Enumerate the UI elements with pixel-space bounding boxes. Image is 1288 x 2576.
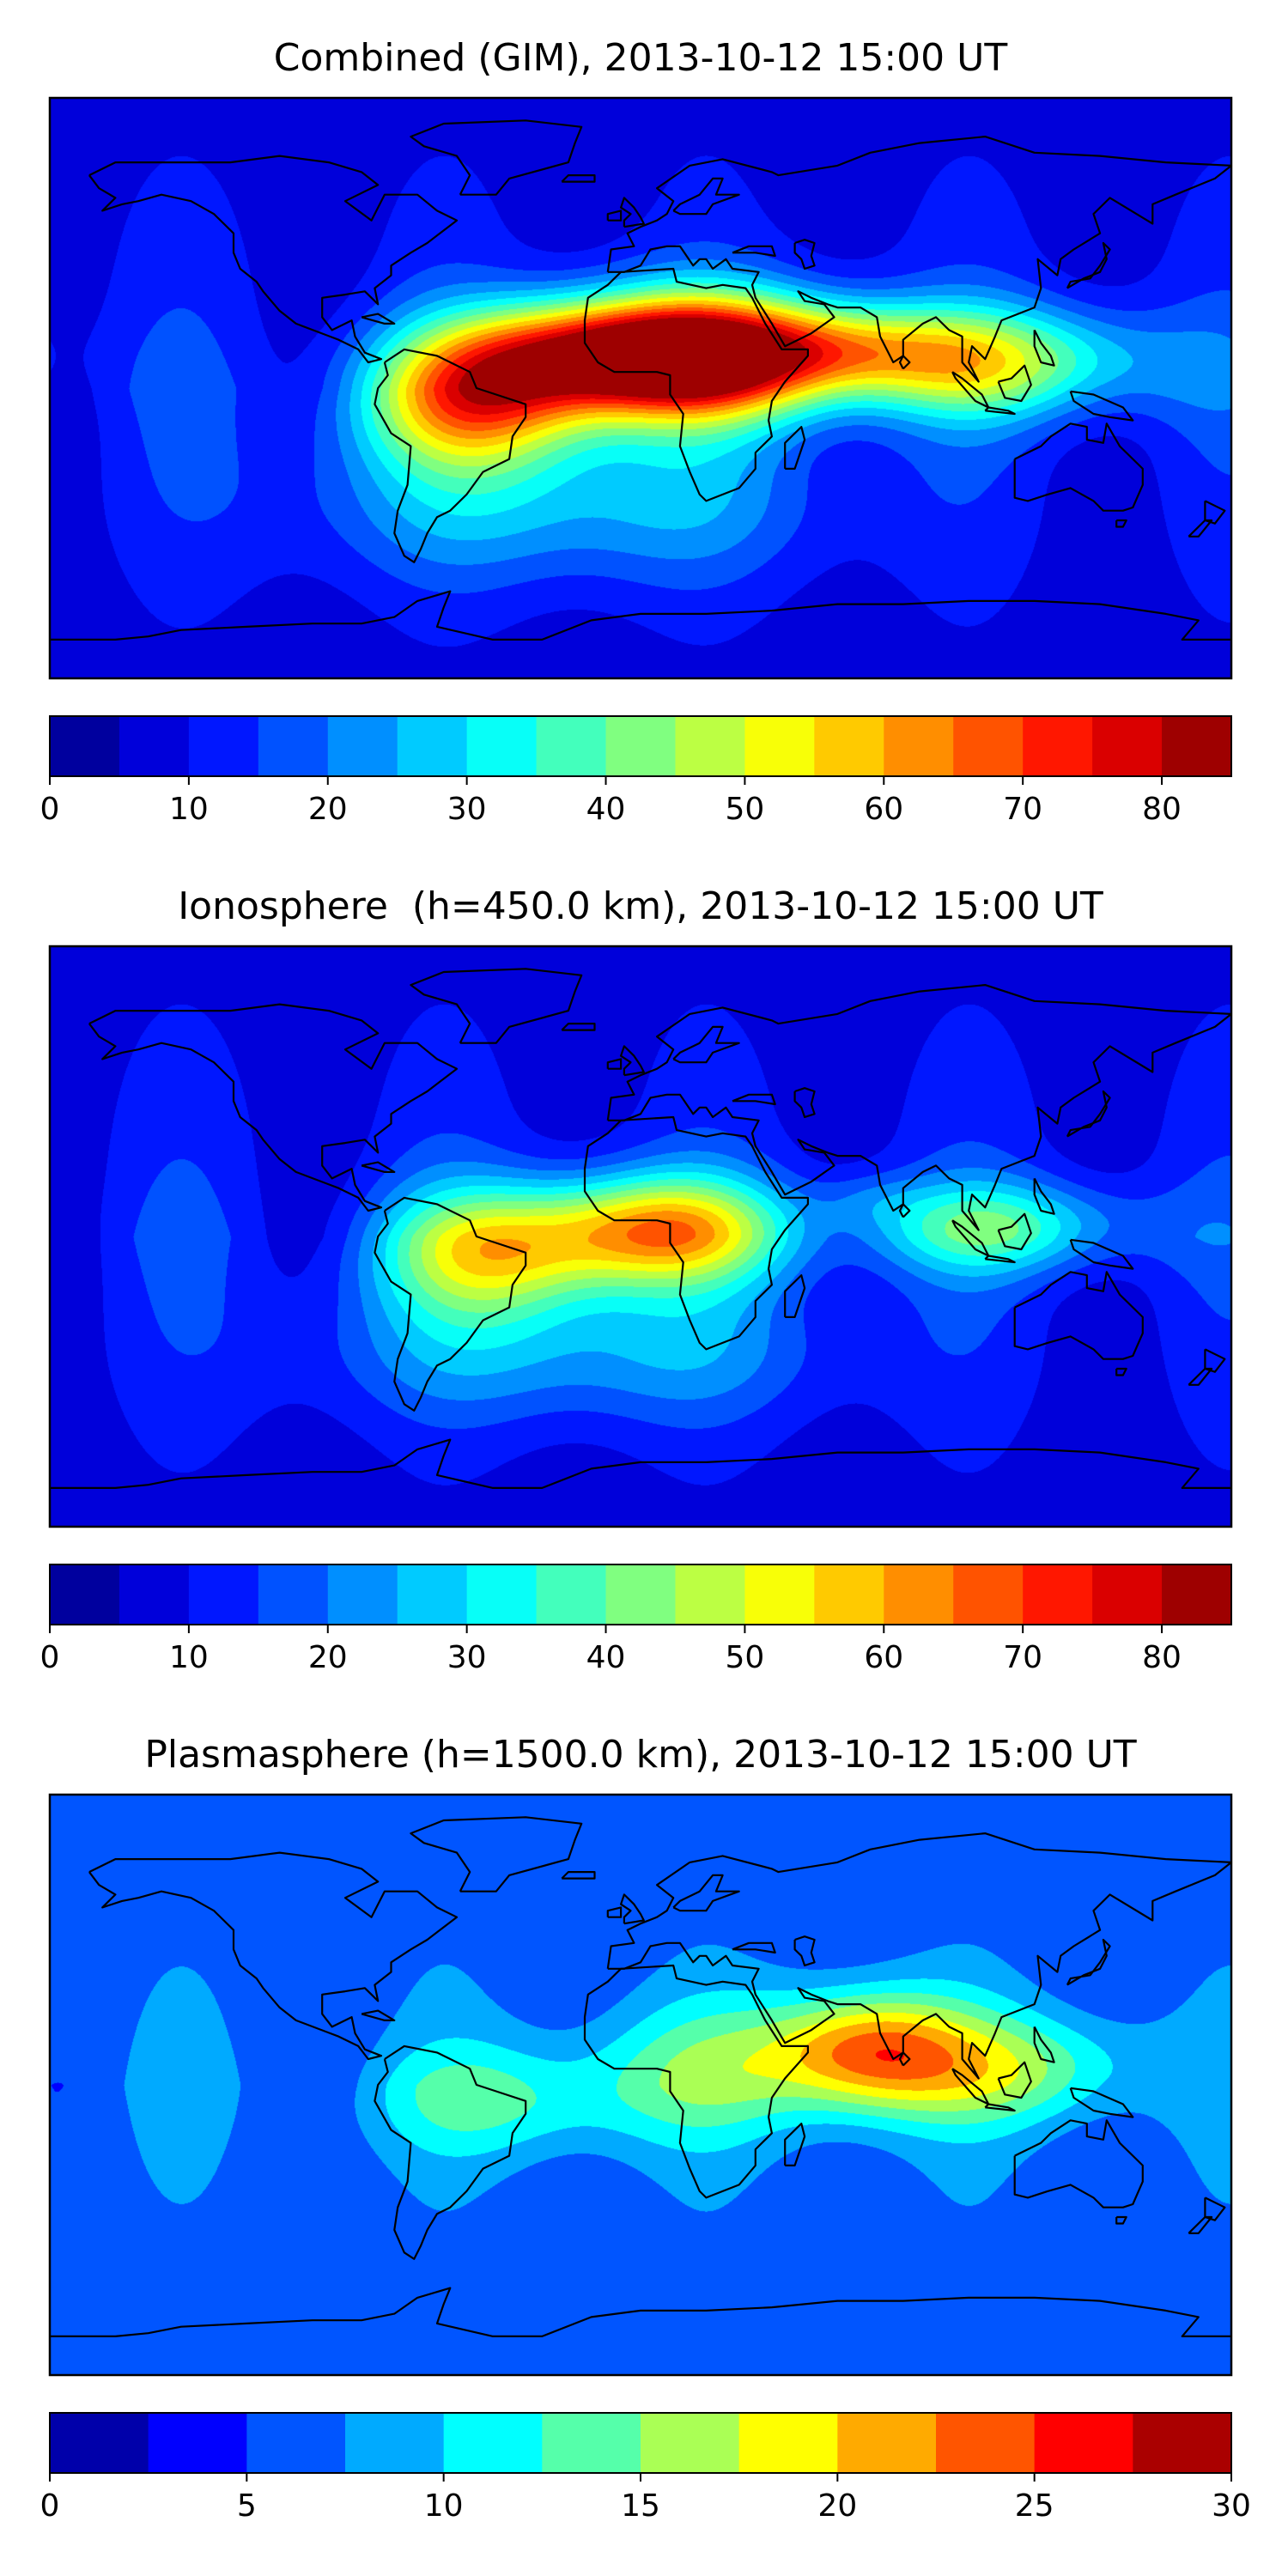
colorbar-segment: [327, 1564, 398, 1625]
colorbar-segment: [542, 2413, 641, 2473]
colorbar-tick-label: 50: [726, 1640, 765, 1675]
colorbar-segment: [118, 1564, 190, 1625]
panel-title-plasmasphere: Plasmasphere (h=1500.0 km), 2013-10-12 1…: [144, 1733, 1137, 1777]
colorbar-segment: [246, 2413, 346, 2473]
colorbar-segment: [953, 716, 1024, 776]
colorbar-segment: [1092, 1564, 1163, 1625]
colorbar-tick-label: 20: [308, 1640, 348, 1675]
colorbar-segment: [884, 716, 954, 776]
colorbar-segment: [443, 2413, 543, 2473]
colorbar-segment: [188, 716, 259, 776]
colorbar-segment: [814, 716, 884, 776]
panel-title-combined: Combined (GIM), 2013-10-12 15:00 UT: [273, 36, 1008, 80]
colorbar-tick-label: 40: [586, 1640, 626, 1675]
colorbar-tick-label: 60: [864, 792, 903, 827]
colorbar-segment: [327, 716, 398, 776]
colorbar-tick-label: 80: [1142, 792, 1182, 827]
map-ionosphere: [50, 946, 1231, 1527]
colorbar-tick-label: 10: [424, 2488, 464, 2524]
colorbar-segment: [466, 716, 538, 776]
colorbar-tick-label: 40: [586, 792, 626, 827]
colorbar-tick-label: 20: [308, 792, 348, 827]
colorbar-segment: [1023, 1564, 1093, 1625]
map-field-ionosphere: [50, 946, 1231, 1527]
colorbar-tick-label: 0: [40, 1640, 60, 1675]
colorbar-segment: [397, 716, 468, 776]
colorbar-segment: [258, 1564, 329, 1625]
colorbar-tick-label: 80: [1142, 1640, 1182, 1675]
colorbar-tick-label: 30: [447, 1640, 487, 1675]
map-field-plasmasphere: [50, 1795, 1231, 2375]
colorbar-segment: [118, 716, 190, 776]
colorbar-tick-label: 70: [1003, 1640, 1042, 1675]
map-field-combined: [50, 98, 1231, 678]
colorbar-segment: [1162, 716, 1232, 776]
colorbar-tick-label: 0: [40, 792, 60, 827]
colorbar-segment: [744, 1564, 815, 1625]
colorbar-segment: [605, 1564, 677, 1625]
colorbar-tick-label: 10: [169, 1640, 209, 1675]
colorbar-segment: [1092, 716, 1163, 776]
colorbar-segment: [466, 1564, 538, 1625]
map-plasmasphere: [50, 1795, 1231, 2375]
colorbar-segment: [884, 1564, 954, 1625]
colorbar-segment: [345, 2413, 445, 2473]
colorbar-segment: [953, 1564, 1024, 1625]
colorbar-tick-label: 0: [40, 2488, 60, 2524]
colorbar-segment: [50, 2413, 149, 2473]
colorbar-tick-label: 10: [169, 792, 209, 827]
colorbar-segment: [814, 1564, 884, 1625]
colorbar-segment: [675, 1564, 746, 1625]
colorbar-tick-label: 60: [864, 1640, 903, 1675]
colorbar-frame: [49, 1564, 1232, 1625]
colorbar-tick-label: 30: [447, 792, 487, 827]
colorbar-segment: [1162, 1564, 1232, 1625]
colorbar-segment: [397, 1564, 468, 1625]
colorbar-tick-label: 5: [237, 2488, 257, 2524]
colorbar-segment: [536, 716, 607, 776]
colorbar-frame: [49, 2412, 1232, 2474]
colorbar-segment: [50, 1564, 120, 1625]
colorbar-segment: [641, 2413, 740, 2473]
colorbar-tick-label: 15: [621, 2488, 660, 2524]
colorbar-segment: [536, 1564, 607, 1625]
panel-title-ionosphere: Ionosphere (h=450.0 km), 2013-10-12 15:0…: [178, 884, 1103, 928]
colorbar-frame: [49, 715, 1232, 777]
colorbar-segment: [936, 2413, 1036, 2473]
colorbar-segment: [1023, 716, 1093, 776]
colorbar-segment: [1133, 2413, 1232, 2473]
colorbar-segment: [605, 716, 677, 776]
colorbar-tick-label: 25: [1015, 2488, 1054, 2524]
colorbar-tick-label: 70: [1003, 792, 1042, 827]
colorbar-segment: [738, 2413, 838, 2473]
colorbar-tick-label: 20: [817, 2488, 857, 2524]
colorbar-tick-label: 50: [726, 792, 765, 827]
colorbar-segment: [675, 716, 746, 776]
map-combined: [50, 98, 1231, 678]
colorbar-tick-label: 30: [1212, 2488, 1251, 2524]
colorbar-segment: [188, 1564, 259, 1625]
colorbar-segment: [837, 2413, 937, 2473]
colorbar-segment: [50, 716, 120, 776]
colorbar-segment: [258, 716, 329, 776]
colorbar-segment: [1034, 2413, 1133, 2473]
colorbar-segment: [148, 2413, 247, 2473]
colorbar-segment: [744, 716, 815, 776]
